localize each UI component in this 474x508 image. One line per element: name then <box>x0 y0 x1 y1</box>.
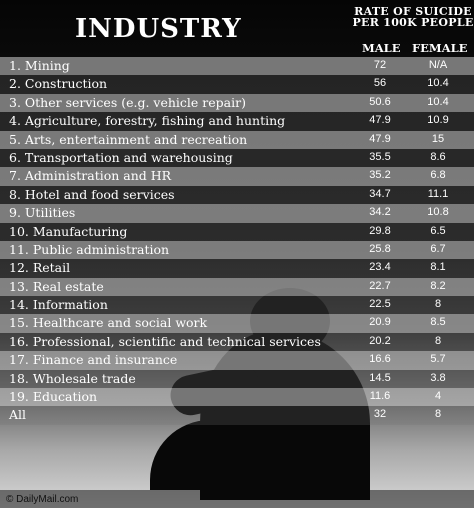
industry-label: 13. Real estate <box>9 278 104 294</box>
table-row: 18. Wholesale trade 14.5 3.8 <box>0 369 474 389</box>
female-rate: 8 <box>434 408 442 421</box>
female-rate: 10.4 <box>427 77 449 90</box>
male-rate: 16.6 <box>369 353 391 366</box>
industry-label: 6. Transportation and warehousing <box>9 149 233 165</box>
rate-heading-line2: PER 100K PEOPLE <box>352 16 474 29</box>
male-rate: 34.2 <box>369 206 391 219</box>
male-rate: 34.7 <box>369 187 391 200</box>
male-rate: 47.9 <box>369 132 391 145</box>
male-rate: 72 <box>373 59 387 71</box>
industry-label: 11. Public administration <box>9 241 170 257</box>
male-rate: 47.9 <box>369 114 391 127</box>
table-row: 10. Manufacturing 29.8 6.5 <box>0 222 474 241</box>
rate-heading-line1: RATE OF SUICIDE <box>354 5 472 18</box>
industry-label: 15. Healthcare and social work <box>9 315 208 331</box>
table-row: 3. Other services (e.g. vehicle repair) 5… <box>0 93 474 113</box>
female-rate: 10.9 <box>427 114 449 127</box>
female-rate: 15 <box>431 132 445 145</box>
male-rate: 25.8 <box>369 242 391 255</box>
table-row: 6. Transportation and warehousing 35.5 8.6 <box>0 148 474 168</box>
male-rate: 50.6 <box>369 95 391 108</box>
industry-label: 8. Hotel and food services <box>9 186 175 202</box>
female-rate: 4 <box>434 390 442 403</box>
table-row: 17. Finance and insurance 16.6 5.7 <box>0 351 474 370</box>
male-rate: 22.5 <box>369 298 391 311</box>
male-column-header: MALE <box>362 41 401 55</box>
male-rate: 20.9 <box>369 316 391 329</box>
page-title: INDUSTRY <box>75 14 242 44</box>
table-row: 7. Administration and HR 35.2 6.8 <box>0 167 474 186</box>
female-rate: 8.1 <box>430 261 446 274</box>
table-row: 15. Healthcare and social work 20.9 8.5 <box>0 314 474 333</box>
table-row: 11. Public administration 25.8 6.7 <box>0 240 474 260</box>
industry-table: 1. Mining 72 N/A 2. Construction 56 10.4 3. Ot… <box>0 57 474 425</box>
female-rate: 10.8 <box>427 206 449 219</box>
male-rate: 32 <box>373 408 387 421</box>
industry-label: 18. Wholesale trade <box>9 370 136 386</box>
male-rate: 29.8 <box>369 224 391 237</box>
female-rate: 6.5 <box>430 224 446 237</box>
table-row: 1. Mining 72 N/A <box>0 57 474 76</box>
female-rate: 8.2 <box>430 279 446 292</box>
female-rate: 6.8 <box>430 169 446 182</box>
industry-label: 7. Administration and HR <box>9 168 172 184</box>
male-rate: 35.5 <box>369 150 391 163</box>
table-row: 13. Real estate 22.7 8.2 <box>0 277 474 297</box>
industry-label: 3. Other services (e.g. vehicle repair) <box>9 94 246 110</box>
table-row: 12. Retail 23.4 8.1 <box>0 259 474 278</box>
female-rate: 8.5 <box>430 316 446 329</box>
table-row: 4. Agriculture, forestry, fishing and hu… <box>0 112 474 131</box>
table-row: 14. Information 22.5 8 <box>0 296 474 315</box>
female-rate: 5.7 <box>430 353 446 366</box>
industry-label: 2. Construction <box>9 76 108 92</box>
industry-label: 10. Manufacturing <box>9 223 128 239</box>
male-rate: 22.7 <box>369 279 391 292</box>
table-row: 8. Hotel and food services 34.7 11.1 <box>0 185 474 205</box>
female-rate: 8 <box>434 298 442 311</box>
table-row: 2. Construction 56 10.4 <box>0 75 474 94</box>
female-rate: 10.4 <box>427 95 449 108</box>
male-rate: 11.6 <box>369 390 391 403</box>
industry-label: 19. Education <box>9 389 98 405</box>
table-row: 5. Arts, entertainment and recreation 47.… <box>0 130 474 149</box>
industry-label: 12. Retail <box>9 260 71 276</box>
female-column-header: FEMALE <box>412 41 468 55</box>
rate-heading: RATE OF SUICIDE PER 100K PEOPLE <box>352 6 474 28</box>
male-rate: 56 <box>373 77 387 90</box>
female-rate: 8 <box>434 334 442 347</box>
table-header: INDUSTRY RATE OF SUICIDE PER 100K PEOPLE… <box>0 0 474 57</box>
table-row: 19. Education 11.6 4 <box>0 388 474 407</box>
industry-label: 1. Mining <box>9 58 70 73</box>
industry-label: All <box>9 407 27 423</box>
credit-text: © DailyMail.com <box>6 494 79 505</box>
industry-label: 17. Finance and insurance <box>9 352 178 368</box>
female-rate: 8.6 <box>430 150 446 163</box>
industry-label: 14. Information <box>9 297 108 313</box>
female-rate: 6.7 <box>430 242 446 255</box>
male-rate: 20.2 <box>369 334 391 347</box>
industry-label: 9. Utilities <box>9 205 76 221</box>
industry-label: 5. Arts, entertainment and recreation <box>9 131 248 147</box>
female-rate: N/A <box>428 59 448 71</box>
table-row: 9. Utilities 34.2 10.8 <box>0 204 474 223</box>
male-rate: 23.4 <box>369 261 391 274</box>
table-row: All 32 8 <box>0 406 474 425</box>
male-rate: 35.2 <box>369 169 391 182</box>
male-rate: 14.5 <box>369 371 391 384</box>
industry-label: 4. Agriculture, forestry, fishing and hu… <box>9 113 286 129</box>
table-row: 16. Professional, scientific and technic… <box>0 332 474 352</box>
female-rate: 11.1 <box>427 187 449 200</box>
female-rate: 3.8 <box>430 371 446 384</box>
industry-label: 16. Professional, scientific and technic… <box>9 333 321 349</box>
